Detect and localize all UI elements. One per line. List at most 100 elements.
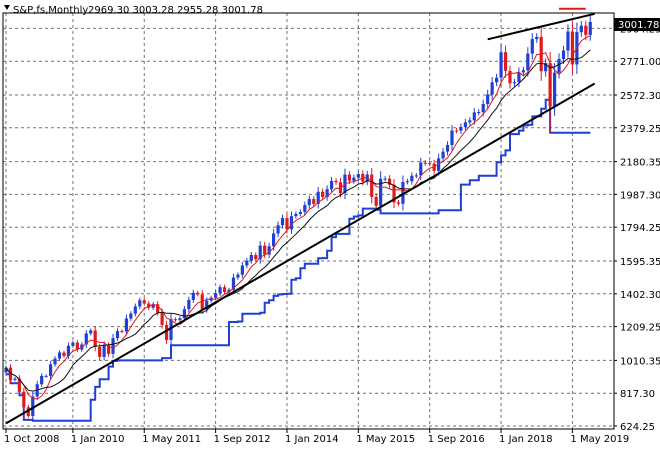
candle-body	[548, 63, 552, 107]
candle-body	[530, 39, 534, 54]
candle-body	[379, 178, 383, 206]
candle-body	[334, 180, 338, 183]
candle-body	[347, 174, 352, 181]
candle-body	[459, 126, 463, 131]
candle-body	[102, 344, 106, 357]
candle-body	[156, 304, 160, 313]
candle-body	[151, 304, 155, 308]
candle-body	[584, 25, 588, 35]
candle-body	[258, 245, 262, 260]
x-tick-label: 1 Jan 2010	[71, 434, 125, 445]
candle-body	[205, 300, 209, 310]
candle-body	[495, 77, 499, 83]
candle-body	[352, 177, 356, 181]
candle-body	[200, 294, 204, 310]
header-bar: S&P,fs,Monthly 2969.30 3003.28 2955.28 3…	[4, 5, 263, 16]
candle-body	[169, 319, 173, 340]
candle-body	[254, 254, 258, 260]
candle-body	[392, 184, 396, 203]
candle-body	[31, 396, 35, 417]
candle-body	[463, 122, 467, 127]
candle-body	[294, 213, 298, 217]
candle-body	[486, 94, 490, 105]
candle-body	[245, 260, 249, 266]
candle-body	[526, 53, 530, 71]
candle-body	[120, 331, 124, 333]
candle-body	[22, 391, 26, 408]
y-tick-label: 624.25	[620, 422, 655, 433]
candle-body	[222, 287, 227, 292]
dropdown-triangle-icon[interactable]	[4, 5, 10, 10]
candle-body	[561, 50, 566, 60]
y-tick-label: 1794.25	[620, 223, 660, 234]
candle-body	[231, 277, 236, 290]
candle-body	[521, 70, 525, 73]
candle-body	[49, 364, 53, 376]
support-line-layer	[6, 98, 591, 422]
y-tick-label: 1209.25	[620, 323, 660, 334]
x-tick-label: 1 Jan 2014	[285, 434, 339, 445]
candle-body	[17, 378, 21, 392]
candle-body	[98, 346, 102, 357]
x-axis: 1 Oct 2008 1 Jan 2010 1 May 2011 1 Sep 2012…	[4, 429, 629, 445]
candle-body	[44, 375, 48, 377]
candle-body	[552, 72, 557, 107]
candle-body	[173, 319, 178, 321]
candle-body	[289, 216, 294, 230]
candle-body	[214, 293, 218, 298]
candle-body	[236, 274, 240, 278]
candle-body	[414, 175, 418, 177]
candle-body	[164, 324, 169, 340]
last-price-value: 3001.78	[618, 20, 659, 31]
candle-body	[570, 31, 575, 65]
trendline	[5, 82, 596, 425]
x-tick-label: 1 Sep 2012	[214, 434, 271, 445]
candle-body	[338, 182, 343, 194]
candle-body	[142, 300, 146, 304]
candle-body	[298, 211, 302, 214]
candle-body	[191, 292, 195, 300]
candle-body	[579, 25, 583, 33]
candle-body	[57, 352, 62, 359]
moving-averages	[5, 35, 591, 400]
candle-body	[160, 312, 164, 325]
x-tick-label: 1 Sep 2016	[428, 434, 485, 445]
support-line	[6, 98, 591, 422]
candle-body	[40, 375, 44, 385]
candle-body	[490, 82, 494, 95]
candle-body	[437, 158, 441, 171]
candle-body	[441, 151, 445, 159]
y-tick-label: 817.30	[620, 389, 655, 400]
candle-body	[557, 59, 561, 73]
candle-body	[267, 246, 271, 255]
x-tick-label: 1 May 2015	[356, 434, 415, 445]
slow-ma-line	[5, 49, 591, 392]
candle-body	[89, 330, 93, 334]
candle-body	[272, 233, 276, 247]
candle-body	[218, 287, 222, 294]
candle-body	[445, 144, 450, 152]
candle-body	[396, 202, 401, 204]
candle-body	[370, 174, 374, 197]
candle-body	[428, 163, 432, 165]
candle-body	[477, 112, 481, 114]
symbol-label: S&P,fs,Monthly	[13, 5, 88, 16]
y-tick-label: 2572.30	[620, 91, 660, 102]
candle-body	[405, 181, 409, 183]
candle-body	[276, 225, 280, 234]
candle-body	[503, 52, 508, 71]
candle-body	[280, 218, 285, 226]
candle-body	[401, 182, 405, 204]
candle-body	[138, 300, 142, 307]
candle-body	[240, 265, 244, 275]
candle-body	[535, 36, 539, 40]
candle-body	[329, 180, 334, 190]
y-tick-label: 1010.35	[620, 356, 660, 367]
y-tick-label: 2180.35	[620, 158, 660, 169]
x-tick-label: 1 Oct 2008	[4, 434, 59, 445]
candle-body	[53, 358, 57, 365]
candle-body	[544, 63, 548, 72]
candle-body	[588, 21, 592, 35]
candle-body	[454, 130, 459, 132]
